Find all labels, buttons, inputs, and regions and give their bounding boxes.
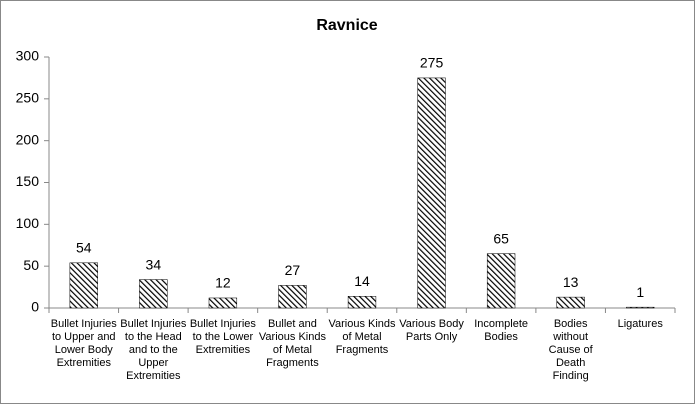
y-tick-label: 150 [16, 173, 40, 189]
data-label: 14 [354, 273, 370, 289]
x-tick-label: Bullet Injuries to Upper and Lower Body … [50, 318, 117, 369]
data-label: 27 [285, 262, 301, 278]
data-label: 275 [420, 55, 444, 71]
data-label: 1 [636, 284, 644, 300]
y-tick-label: 300 [16, 48, 40, 64]
bar [208, 297, 238, 309]
data-label: 13 [563, 274, 579, 290]
x-tick-label: Bodies without Cause of Death Finding [548, 318, 593, 382]
data-label: 54 [76, 240, 92, 256]
bar [347, 296, 377, 309]
bar [69, 262, 98, 309]
x-tick-label: Bullet and Various Kinds of Metal Fragme… [258, 318, 326, 369]
x-tick-label: Bullet Injuries to the Head and to the U… [120, 318, 187, 382]
data-label: 12 [215, 275, 231, 291]
chart-title: Ravnice [316, 17, 377, 34]
bar [556, 296, 585, 309]
bar [486, 253, 516, 309]
y-tick-label: 250 [16, 90, 40, 106]
y-tick-label: 50 [23, 257, 39, 273]
x-tick-label: Bullet Injuries to the Lower Extremities [189, 318, 256, 356]
bar [278, 285, 307, 309]
bar [417, 77, 446, 309]
y-tick-label: 0 [31, 299, 39, 315]
bar [139, 279, 168, 309]
x-tick-label: Various Kinds of Metal Fragments [328, 318, 396, 356]
x-tick-label: Incomplete Bodies [474, 318, 529, 343]
data-label: 65 [493, 230, 509, 246]
y-tick-label: 100 [16, 215, 40, 231]
x-tick-label: Ligatures [617, 318, 663, 330]
bar [626, 306, 655, 309]
y-tick-label: 200 [16, 131, 40, 147]
x-tick-label: Various Body Parts Only [399, 318, 464, 343]
data-label: 34 [146, 256, 162, 272]
